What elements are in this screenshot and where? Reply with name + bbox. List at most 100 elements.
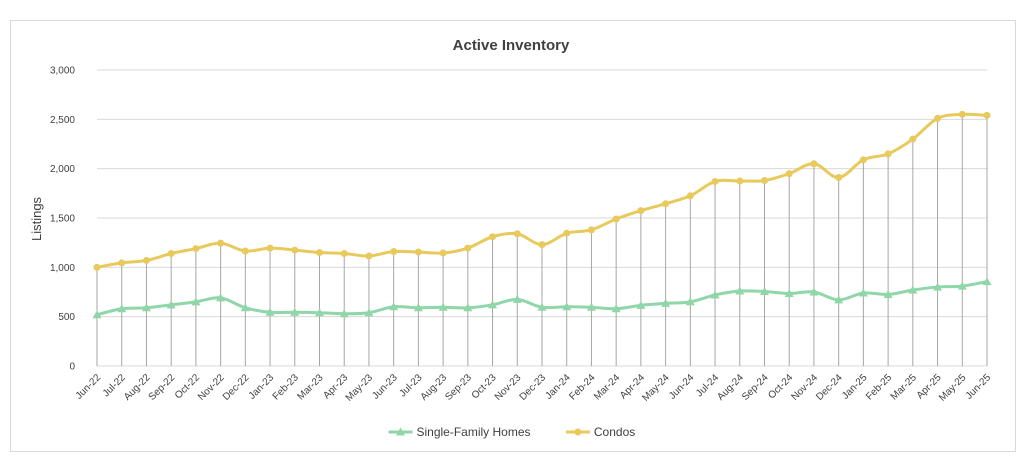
x-tick-label: May-23	[344, 372, 376, 404]
data-point	[858, 288, 868, 297]
data-point	[364, 308, 374, 317]
x-tick-label: Feb-25	[864, 372, 894, 402]
data-point	[784, 288, 794, 297]
x-tick-label: Jun-22	[74, 372, 104, 402]
data-point	[685, 297, 695, 306]
x-tick-label: Mar-24	[592, 372, 622, 402]
data-point	[315, 308, 324, 317]
x-tick-label: Sep-22	[147, 372, 178, 403]
x-tick-label: Jun-24	[667, 372, 697, 402]
data-point	[166, 300, 176, 309]
data-point	[339, 309, 349, 318]
data-point	[266, 244, 274, 252]
data-point	[809, 287, 819, 296]
data-point	[909, 135, 917, 143]
data-point	[217, 239, 225, 247]
data-point	[463, 303, 473, 312]
x-tick-labels: Jun-22Jul-22Aug-22Sep-22Oct-22Nov-22Dec-…	[74, 372, 994, 404]
x-tick-label: Sep-24	[740, 372, 771, 403]
x-tick-label: Jun-25	[964, 372, 994, 402]
data-point	[316, 249, 323, 257]
data-point	[637, 207, 645, 215]
y-tick-label: 1,500	[50, 214, 75, 225]
data-point	[489, 233, 497, 241]
data-point	[92, 310, 102, 319]
x-tick-label: Feb-23	[271, 372, 301, 402]
data-point	[192, 245, 200, 253]
data-point	[958, 110, 966, 118]
x-tick-label: Nov-24	[789, 372, 820, 403]
data-point	[736, 177, 744, 185]
data-point	[365, 252, 373, 260]
data-point	[884, 150, 892, 158]
legend-item: Condos	[565, 425, 635, 439]
data-point	[661, 298, 671, 307]
legend-label: Single-Family Homes	[417, 425, 531, 439]
data-point	[982, 277, 992, 286]
chart-frame: Active Inventory Listings 0 500 1,000 1,500…	[10, 20, 1016, 452]
data-point	[810, 160, 818, 168]
data-point	[439, 249, 447, 257]
x-tick-label: Mar-25	[889, 372, 919, 402]
data-point	[983, 111, 991, 119]
x-tick-label: Dec-23	[518, 372, 549, 403]
series-single-family-homes	[92, 277, 992, 319]
series-lines	[92, 110, 992, 319]
y-tick-label: 2,500	[50, 115, 75, 126]
data-point	[340, 250, 348, 258]
y-tick-label: 1,000	[50, 263, 75, 274]
data-point	[785, 170, 793, 178]
data-point	[512, 294, 522, 303]
data-point	[908, 285, 918, 294]
data-point	[389, 302, 399, 311]
data-point	[191, 297, 201, 306]
data-point	[957, 281, 967, 290]
data-point	[562, 302, 572, 311]
data-point	[711, 177, 719, 185]
series-condos	[93, 110, 991, 271]
drop-lines	[96, 114, 988, 366]
data-point	[587, 226, 595, 234]
chart-title: Active Inventory	[453, 37, 570, 54]
data-point	[390, 248, 398, 256]
data-point	[265, 307, 275, 316]
data-point	[563, 229, 571, 237]
legend: Single-Family Homes Condos	[388, 425, 635, 439]
data-point	[216, 293, 226, 302]
data-point	[538, 241, 546, 249]
data-point	[291, 246, 299, 254]
x-tick-label: Dec-24	[814, 372, 845, 403]
y-tick-label: 0	[69, 362, 75, 373]
data-point	[612, 215, 620, 223]
x-tick-label: Feb-24	[567, 372, 597, 402]
data-point	[934, 114, 942, 122]
x-tick-label: Nov-23	[493, 372, 524, 403]
data-point	[141, 303, 151, 312]
x-tick-label: Aug-22	[122, 372, 153, 403]
data-point	[464, 244, 472, 252]
data-point	[586, 302, 596, 311]
data-point	[118, 259, 126, 267]
data-point	[636, 300, 646, 309]
data-point	[662, 200, 670, 208]
data-point	[438, 302, 448, 311]
y-tick-label: 3,000	[50, 66, 75, 77]
data-point	[537, 302, 547, 311]
y-tick-labels: 0 500 1,000 1,500 2,000 2,500 3,000	[50, 66, 75, 373]
data-point	[93, 263, 101, 271]
data-point	[117, 304, 127, 313]
data-point	[835, 174, 843, 182]
data-point	[413, 303, 423, 312]
data-point	[241, 247, 249, 255]
data-point	[760, 287, 769, 296]
x-tick-label: Dec-22	[221, 372, 252, 403]
data-point	[290, 307, 300, 316]
data-point	[240, 303, 250, 312]
data-point	[611, 304, 621, 313]
data-point	[859, 156, 867, 164]
data-point	[513, 230, 521, 238]
x-tick-label: May-25	[937, 372, 969, 404]
data-point	[883, 289, 893, 298]
line-chart: Active Inventory Listings 0 500 1,000 1,500…	[29, 37, 994, 439]
x-tick-label: Aug-23	[419, 372, 450, 403]
